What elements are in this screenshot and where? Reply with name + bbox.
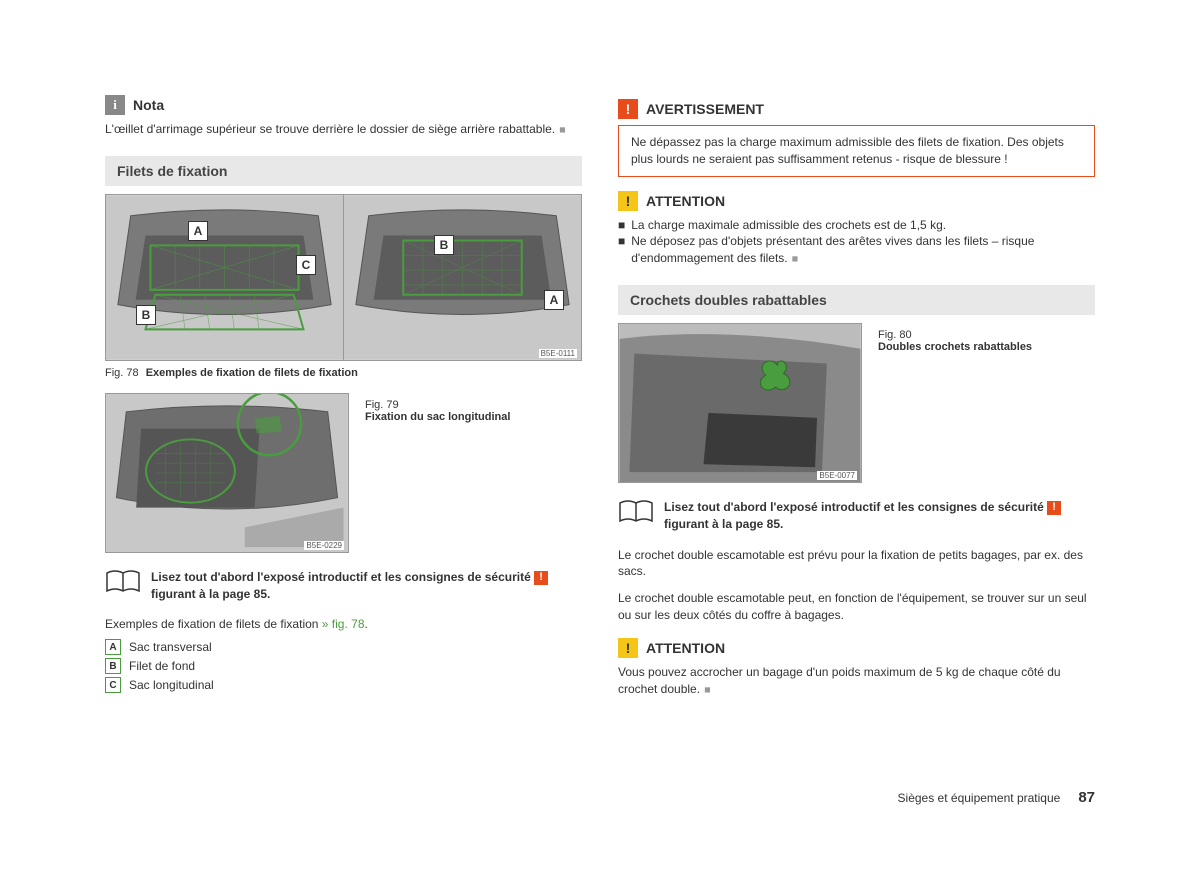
attention2-body: Vous pouvez accrocher un bagage d'un poi… xyxy=(618,665,1061,696)
section-filets: Filets de fixation xyxy=(105,156,582,186)
fig-ref-link[interactable]: » fig. 78 xyxy=(322,617,365,631)
legend-text-a: Sac transversal xyxy=(129,640,212,654)
attention2-text: Vous pouvez accrocher un bagage d'un poi… xyxy=(618,664,1095,698)
read-first-right: Lisez tout d'abord l'exposé introductif … xyxy=(618,499,1095,533)
label-b2: B xyxy=(434,235,454,255)
legend-text-c: Sac longitudinal xyxy=(129,678,214,692)
fig-78-caption: Fig. 78 Exemples de fixation de filets d… xyxy=(105,367,582,379)
page-footer: Sièges et équipement pratique 87 xyxy=(898,789,1095,806)
info-icon: i xyxy=(105,95,125,115)
fig-78-text: Exemples de fixation de filets de fixati… xyxy=(146,367,358,379)
end-marker: ◼ xyxy=(559,125,566,134)
bullet-2-text: Ne déposez pas d'objets présentant des a… xyxy=(631,233,1095,267)
legend-a: A Sac transversal xyxy=(105,639,582,655)
label-b: B xyxy=(136,305,156,325)
end-marker: ◼ xyxy=(704,685,711,694)
fig-80-row: B5E-0077 Fig. 80 Doubles crochets rabatt… xyxy=(618,323,1095,489)
fig-80-num: Fig. 80 xyxy=(878,329,1028,341)
crochets-p1: Le crochet double escamotable est prévu … xyxy=(618,547,1095,581)
nota-heading: i Nota xyxy=(105,95,582,115)
examples-line: Exemples de fixation de filets de fixati… xyxy=(105,616,582,633)
legend-c: C Sac longitudinal xyxy=(105,677,582,693)
book-icon xyxy=(105,569,141,595)
read-text-right: Lisez tout d'abord l'exposé introductif … xyxy=(664,499,1061,533)
legend-key-b: B xyxy=(105,658,121,674)
label-a2: A xyxy=(544,290,564,310)
image-code-80: B5E-0077 xyxy=(817,471,857,480)
warn-inline-icon: ! xyxy=(1047,501,1061,515)
fig-78-right: B A B5E-0111 xyxy=(344,195,581,360)
avertissement-box: Ne dépassez pas la charge maximum admiss… xyxy=(618,125,1095,177)
legend: A Sac transversal B Filet de fond C Sac … xyxy=(105,639,582,693)
left-column: i Nota L'œillet d'arrimage supérieur se … xyxy=(105,95,582,707)
caution-icon: ! xyxy=(618,638,638,658)
avertissement-heading: ! AVERTISSEMENT xyxy=(618,99,1095,119)
attention2-title: ATTENTION xyxy=(646,640,725,656)
read-text-left: Lisez tout d'abord l'exposé introductif … xyxy=(151,569,548,603)
legend-b: B Filet de fond xyxy=(105,658,582,674)
attention1-title: ATTENTION xyxy=(646,193,725,209)
legend-text-b: Filet de fond xyxy=(129,659,195,673)
fig-79-text: Fixation du sac longitudinal xyxy=(365,411,510,423)
fig-80-text: Doubles crochets rabattables xyxy=(878,341,1032,353)
legend-key-a: A xyxy=(105,639,121,655)
trunk-illustration-left xyxy=(106,195,343,360)
nota-text: L'œillet d'arrimage supérieur se trouve … xyxy=(105,121,582,138)
avertissement-title: AVERTISSEMENT xyxy=(646,101,764,117)
section-crochets: Crochets doubles rabattables xyxy=(618,285,1095,315)
warning-icon: ! xyxy=(618,99,638,119)
read-l2: figurant à la page 85. xyxy=(151,587,270,601)
fig-79-row: B5E-0229 Fig. 79 Fixation du sac longitu… xyxy=(105,393,582,559)
examples-pre: Exemples de fixation de filets de fixati… xyxy=(105,617,322,631)
read-r-l1: Lisez tout d'abord l'exposé introductif … xyxy=(664,500,1047,514)
page-number: 87 xyxy=(1078,789,1095,806)
fig-80-caption: Fig. 80 Doubles crochets rabattables xyxy=(878,323,1032,353)
fig-80: B5E-0077 xyxy=(618,323,862,483)
nota-body: L'œillet d'arrimage supérieur se trouve … xyxy=(105,122,555,136)
attention2-heading: ! ATTENTION xyxy=(618,638,1095,658)
right-column: ! AVERTISSEMENT Ne dépassez pas la charg… xyxy=(618,95,1095,707)
image-code-78: B5E-0111 xyxy=(539,349,577,358)
book-icon xyxy=(618,499,654,525)
bullet-1: ■La charge maximale admissible des croch… xyxy=(618,217,1095,234)
fig-79-num: Fig. 79 xyxy=(365,399,506,411)
label-a: A xyxy=(188,221,208,241)
crochets-p2: Le crochet double escamotable peut, en f… xyxy=(618,590,1095,624)
trunk-illustration-right xyxy=(344,195,581,360)
fig-78-left: A B C xyxy=(106,195,344,360)
fig-79: B5E-0229 xyxy=(105,393,349,553)
fig-79-caption: Fig. 79 Fixation du sac longitudinal xyxy=(365,393,510,423)
warn-inline-icon: ! xyxy=(534,571,548,585)
label-c: C xyxy=(296,255,316,275)
bullet-1-text: La charge maximale admissible des croche… xyxy=(631,217,946,234)
fig-78: A B C B A B5E-0111 xyxy=(105,194,582,361)
read-r-l2: figurant à la page 85. xyxy=(664,517,783,531)
nota-title: Nota xyxy=(133,97,164,113)
image-code-79: B5E-0229 xyxy=(304,541,344,550)
attention1-list: ■La charge maximale admissible des croch… xyxy=(618,217,1095,267)
examples-post: . xyxy=(365,617,368,631)
read-l1: Lisez tout d'abord l'exposé introductif … xyxy=(151,570,534,584)
read-first-left: Lisez tout d'abord l'exposé introductif … xyxy=(105,569,582,603)
attention1-heading: ! ATTENTION xyxy=(618,191,1095,211)
bullet-2: ■Ne déposez pas d'objets présentant des … xyxy=(618,233,1095,267)
trunk-illustration-80 xyxy=(619,324,861,482)
trunk-illustration-79 xyxy=(106,394,348,552)
caution-icon: ! xyxy=(618,191,638,211)
fig-78-num: Fig. 78 xyxy=(105,367,139,379)
footer-section: Sièges et équipement pratique xyxy=(898,791,1061,805)
legend-key-c: C xyxy=(105,677,121,693)
